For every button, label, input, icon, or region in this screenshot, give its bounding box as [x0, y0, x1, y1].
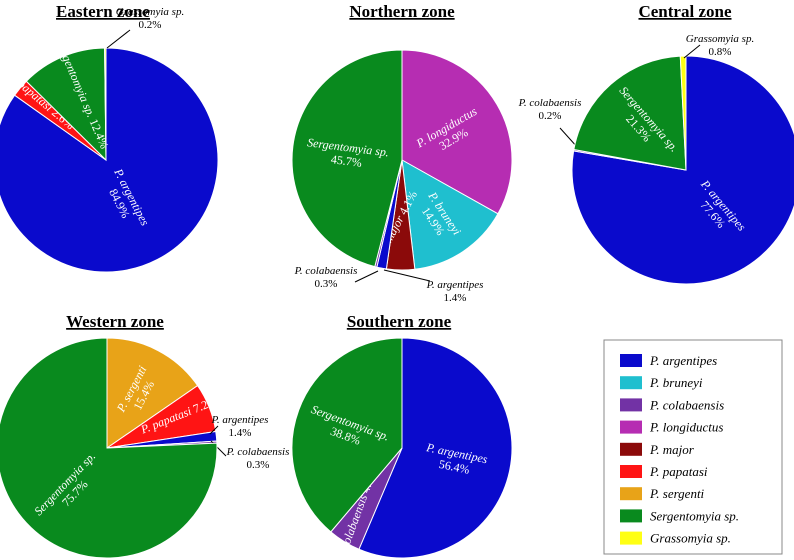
pie-slice-p-argentipes: [358, 337, 513, 559]
slice-percent: 45.7%: [330, 152, 363, 170]
legend-label-p-sergenti: P. sergenti: [649, 486, 705, 501]
callout-percent-grassomyia-sp: 0.8%: [709, 46, 732, 58]
callout-name-p-colabaensis: P. colabaensis: [226, 446, 290, 458]
southern-zone-title: Southern zone: [347, 312, 452, 331]
callout-name-p-argentipes: P. argentipes: [211, 414, 269, 426]
legend-label-sergentomyia-sp: Sergentomyia sp.: [650, 508, 739, 523]
legend-label-p-argentipes: P. argentipes: [649, 353, 717, 368]
legend-swatch-p-longiductus: [620, 420, 642, 434]
pie-slice-p-bruneyi: [401, 159, 499, 270]
western-zone-title: Western zone: [66, 312, 164, 331]
pie-slice-p-longiductus: [401, 49, 513, 215]
slice-label-p-bruneyi: P. bruneyi14.9%: [413, 189, 464, 246]
callout-name-grassomyia-sp: Grassomyia sp.: [686, 33, 754, 45]
legend-swatch-p-bruneyi: [620, 376, 642, 390]
southern-zone-pie: P. argentipes56.4%P. colabaensis 4.8%Ser…: [291, 337, 513, 560]
northern-zone-pie: P. longiductus32.9%P. bruneyi14.9%P. maj…: [291, 49, 513, 304]
callout-percent-p-argentipes: 1.4%: [229, 427, 252, 439]
leader-line-grassomyia-sp: [106, 29, 131, 49]
central-zone-title: Central zone: [638, 2, 731, 21]
leader-line-p-colabaensis: [354, 270, 379, 283]
pie-slice-p-argentipes: [0, 47, 219, 273]
legend-label-p-colabaensis: P. colabaensis: [649, 397, 724, 412]
legend-label-p-major: P. major: [649, 442, 695, 457]
pie-slice-sergentomyia-sp: [291, 337, 403, 533]
callout-percent-p-colabaensis: 0.2%: [539, 110, 562, 122]
pie-slice-sergentomyia-sp: [291, 49, 403, 268]
leader-line-grassomyia-sp: [683, 44, 701, 59]
callout-percent-grassomyia-sp: 0.2%: [139, 19, 162, 31]
pie-slice-sergentomyia-sp: [25, 47, 107, 162]
callout-percent-p-argentipes: 1.4%: [444, 292, 467, 304]
pie-slice-grassomyia-sp: [104, 47, 107, 161]
legend-label-grassomyia-sp: Grassomyia sp.: [650, 531, 731, 546]
northern-zone-title: Northern zone: [349, 2, 455, 21]
eastern-zone-pie: P. argentipes84.9%P. papatasi 2.6%Sergen…: [0, 6, 219, 273]
western-zone-pie: P. sergenti15.4%P. papatasi 7.2%P. argen…: [0, 337, 290, 559]
slice-percent: 56.4%: [438, 457, 471, 477]
leader-line-p-argentipes: [209, 425, 219, 435]
legend-swatch-p-papatasi: [620, 465, 642, 478]
callout-name-p-colabaensis: P. colabaensis: [294, 265, 358, 277]
callout-percent-p-colabaensis: 0.3%: [315, 278, 338, 290]
legend-label-p-bruneyi: P. bruneyi: [649, 375, 703, 390]
callout-percent-p-colabaensis: 0.3%: [247, 459, 270, 471]
pie-slice-p-sergenti: [106, 337, 199, 449]
callout-name-grassomyia-sp: Grassomyia sp.: [116, 6, 184, 18]
legend-swatch-p-colabaensis: [620, 398, 642, 412]
legend-label-p-longiductus: P. longiductus: [649, 420, 723, 435]
legend-swatch-p-argentipes: [620, 354, 642, 367]
legend-swatch-p-major: [620, 442, 642, 456]
leader-line-p-argentipes: [383, 269, 431, 282]
legend-label-p-papatasi: P. papatasi: [649, 464, 708, 479]
eastern-zone-title: Eastern zone: [56, 2, 150, 21]
legend-swatch-sergentomyia-sp: [620, 509, 642, 523]
pie-slice-sergentomyia-sp: [0, 337, 218, 559]
legend-swatch-p-sergenti: [620, 487, 642, 501]
callout-name-p-argentipes: P. argentipes: [426, 279, 484, 291]
pie-slice-sergentomyia-sp: [573, 55, 687, 171]
callout-name-p-colabaensis: P. colabaensis: [518, 97, 582, 109]
legend: P. argentipes P. bruneyi P. colabaensis P. …: [620, 353, 739, 546]
legend-swatch-grassomyia-sp: [620, 531, 642, 545]
